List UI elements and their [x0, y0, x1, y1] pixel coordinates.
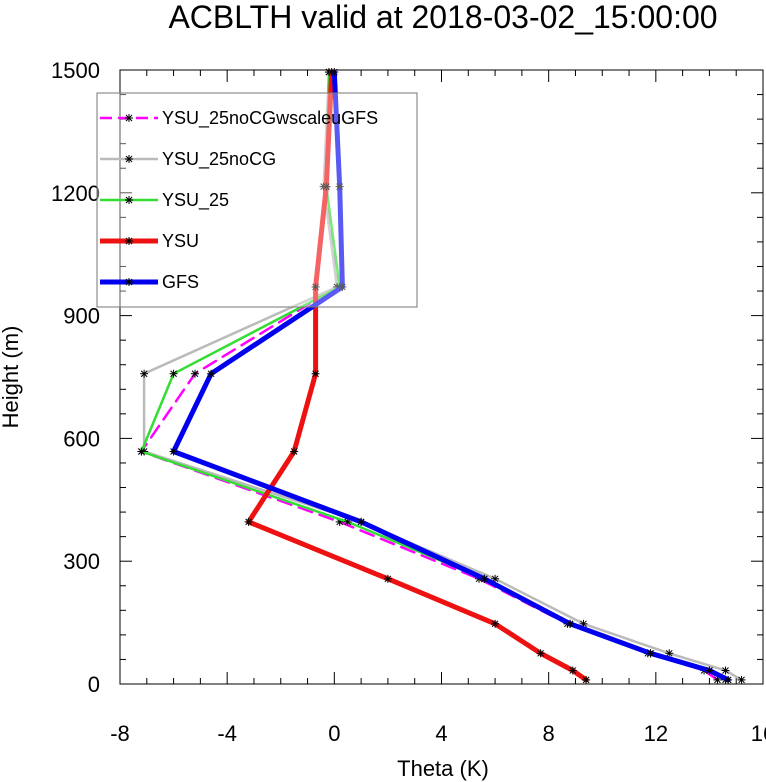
y-tick-label: 900 [63, 304, 100, 329]
chart-title: ACBLTH valid at 2018-03-02_15:00:00 [168, 0, 717, 35]
x-axis: -8 -4 0 4 8 12 16 [110, 70, 766, 746]
y-tick-label: 0 [88, 672, 100, 697]
legend-label: YSU_25noCGwscaleuGFS [162, 108, 378, 129]
legend: YSU_25noCGwscaleuGFS YSU_25noCG YSU_25 YSU G… [96, 92, 418, 308]
data-point-ysu [582, 675, 591, 684]
data-point-ysu [322, 182, 331, 191]
data-point-gfs [566, 619, 575, 628]
legend-entry-gfs: GFS [100, 272, 199, 292]
data-point-gfs [169, 447, 178, 456]
legend-marker [125, 237, 133, 245]
legend-marker [125, 196, 133, 204]
series-gfs [169, 68, 733, 684]
x-axis-title: Theta (K) [397, 756, 489, 781]
legend-marker [125, 114, 133, 122]
legend-marker [125, 155, 133, 163]
data-point-gfs [705, 666, 714, 675]
legend-entry-ysu-25nocgwscaleugfs: YSU_25noCGwscaleuGFS [100, 108, 378, 129]
x-tick-label: 0 [328, 721, 340, 746]
series-layer [137, 68, 746, 684]
data-point-ysu-25 [137, 447, 146, 456]
data-point-ysu [311, 282, 320, 291]
data-point-ysu [244, 517, 253, 526]
y-tick-label: 600 [63, 426, 100, 451]
data-point-ysu [536, 649, 545, 658]
data-point-gfs [335, 182, 344, 191]
data-point-ysu [383, 574, 392, 583]
x-tick-label: 4 [435, 721, 447, 746]
data-point-gfs [330, 68, 339, 77]
x-tick-label: 8 [543, 721, 555, 746]
x-tick-label: -8 [110, 721, 130, 746]
data-point-ysu [568, 666, 577, 675]
y-axis-title: Height (m) [0, 326, 23, 429]
data-point-ysu [491, 619, 500, 628]
y-tick-label: 1200 [51, 181, 100, 206]
data-point-ysu-25nocg [140, 369, 149, 378]
legend-label: YSU_25noCG [162, 149, 276, 170]
data-point-ysu [311, 369, 320, 378]
y-tick-label: 1500 [51, 58, 100, 83]
x-tick-label: -4 [217, 721, 237, 746]
legend-label: YSU [162, 231, 199, 251]
y-axis: 0 300 600 900 1200 1500 [51, 58, 763, 697]
data-point-gfs [357, 517, 366, 526]
data-point-ysu-25nocg [721, 666, 730, 675]
legend-label: GFS [162, 272, 199, 292]
data-point-gfs [646, 649, 655, 658]
legend-label: YSU_25 [162, 190, 229, 211]
x-tick-label: 12 [644, 721, 668, 746]
data-point-ysu [290, 447, 299, 456]
data-point-gfs [724, 675, 733, 684]
x-tick-label: 16 [751, 721, 766, 746]
data-point-ysu-25nocg [737, 675, 746, 684]
data-point-ysu-25nocgwscaleugfs [191, 369, 200, 378]
legend-entry-ysu-25: YSU_25 [100, 190, 229, 211]
legend-marker [125, 278, 133, 286]
data-point-ysu-25 [169, 369, 178, 378]
data-point-gfs [338, 282, 347, 291]
legend-entry-ysu: YSU [100, 231, 199, 251]
legend-entry-ysu-25nocg: YSU_25noCG [100, 149, 276, 170]
data-point-ysu-25nocg [665, 649, 674, 658]
data-point-gfs [207, 369, 216, 378]
y-tick-label: 300 [63, 549, 100, 574]
data-point-gfs [480, 574, 489, 583]
